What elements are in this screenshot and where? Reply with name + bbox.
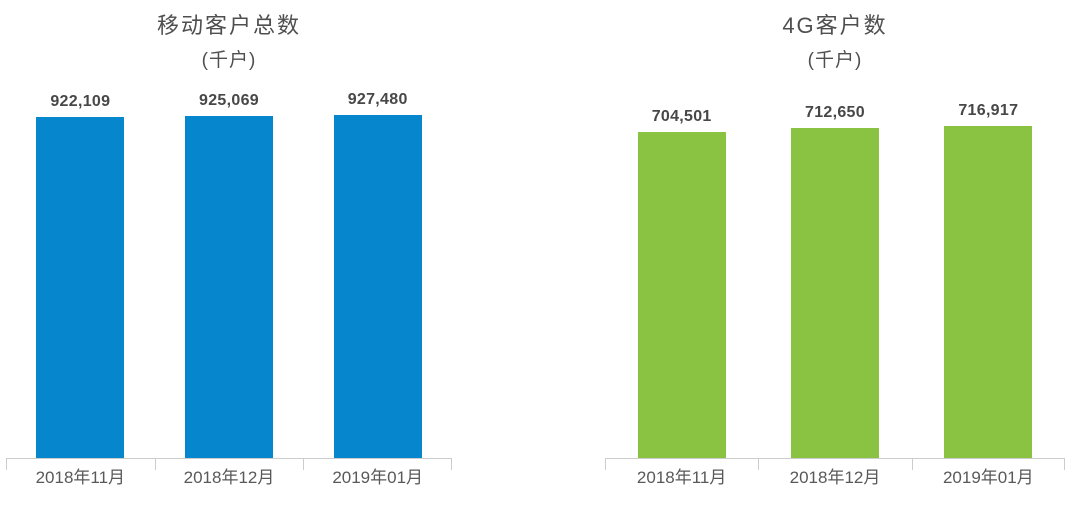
axis-tick	[1064, 459, 1065, 470]
axis-tick	[6, 459, 7, 470]
bar-value-label: 712,650	[805, 104, 865, 122]
axis-tick	[911, 459, 913, 470]
bar	[790, 128, 879, 458]
axis-tick	[605, 459, 606, 470]
axis-tick	[758, 459, 760, 470]
x-axis-category-label: 2018年11月	[636, 468, 727, 487]
bar	[36, 116, 125, 458]
plot-area: 704,501 712,650 716,917	[605, 88, 1065, 458]
bar-value-label: 716,917	[958, 102, 1019, 120]
axis-tick	[303, 459, 305, 470]
bar	[637, 132, 726, 458]
chart-subtitle: (千户)	[201, 50, 257, 71]
chart-title: 4G客户数	[782, 13, 888, 38]
x-axis: 2018年11月 2018年12月 2019年01月	[6, 458, 452, 488]
bar-value-label: 927,480	[347, 90, 408, 108]
plot-area: 922,109 925,069 927,480	[6, 88, 452, 458]
x-axis-category-label: 2018年12月	[183, 468, 275, 487]
bar-group: 716,917	[912, 88, 1065, 458]
bar	[333, 114, 422, 458]
bar-value-label: 704,501	[651, 108, 712, 126]
axis-tick	[154, 459, 156, 470]
chart-4g-customers: 4G客户数 (千户) 704,501 712,650 716,917 2018年11…	[605, 0, 1065, 519]
x-axis-category-label: 2019年01月	[942, 468, 1034, 487]
chart-mobile-customers-total: 移动客户总数 (千户) 922,109 925,069 927,480 2018年1…	[6, 0, 452, 519]
x-axis-category-label: 2019年01月	[332, 468, 424, 487]
axis-tick	[451, 459, 452, 470]
bar	[944, 126, 1033, 458]
bar-value-label: 925,069	[199, 91, 259, 109]
chart-subtitle: (千户)	[807, 50, 863, 71]
bar-group: 927,480	[303, 88, 452, 458]
axis-labels: 2018年11月 2018年12月 2019年01月	[6, 459, 452, 488]
x-axis-category-label: 2018年12月	[789, 468, 881, 487]
bar-group: 922,109	[6, 88, 155, 458]
axis-labels: 2018年11月 2018年12月 2019年01月	[605, 459, 1065, 488]
bar	[185, 115, 273, 458]
chart-title: 移动客户总数	[156, 13, 301, 38]
x-axis: 2018年11月 2018年12月 2019年01月	[605, 458, 1065, 488]
bar-group: 712,650	[758, 88, 911, 458]
bar-value-label: 922,109	[50, 92, 111, 110]
x-axis-category-label: 2018年11月	[35, 468, 126, 487]
bar-group: 925,069	[155, 88, 304, 458]
bar-group: 704,501	[605, 88, 758, 458]
